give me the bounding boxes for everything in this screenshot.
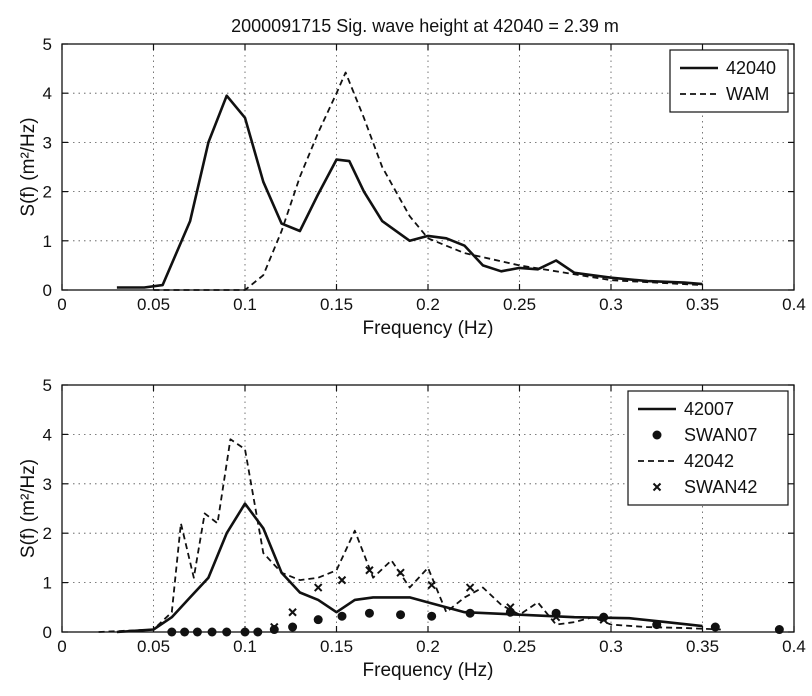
- panel-bottom: 0 0.05 0.1 0.15 0.2 0.25 0.3 0.35 0.4 0 1 2 3 4 5 Frequ…: [18, 376, 806, 681]
- data-point: [313, 583, 323, 592]
- series-42007: [116, 502, 703, 634]
- legend-label: SWAN07: [684, 425, 757, 445]
- data-point: [364, 608, 374, 618]
- x-tick-label: 0.35: [686, 637, 719, 656]
- y-tick-label: 4: [43, 425, 52, 444]
- x-tick-label: 0.15: [320, 295, 353, 314]
- series-swan07: [167, 607, 784, 637]
- legend: 42007 SWAN07 42042 SWAN42: [627, 390, 789, 506]
- y-tick-label: 5: [43, 35, 52, 54]
- legend-label: SWAN42: [684, 477, 757, 497]
- data-point: [270, 622, 279, 632]
- legend-swatch: [652, 430, 662, 440]
- y-tick-label: 5: [43, 376, 52, 395]
- data-point: [222, 627, 232, 637]
- data-point: [180, 627, 190, 637]
- data-point: [337, 611, 347, 621]
- legend-box: [669, 49, 789, 113]
- series-line: [116, 94, 703, 289]
- data-point: [288, 622, 298, 632]
- x-tick-label: 0.3: [599, 637, 623, 656]
- x-tick-label: 0.25: [503, 295, 536, 314]
- series-wam: [153, 71, 703, 291]
- x-axis-label: Frequency (Hz): [363, 660, 494, 681]
- y-tick-label: 2: [43, 183, 52, 202]
- x-axis-label: Frequency (Hz): [363, 318, 494, 339]
- x-tick-label: 0.05: [137, 637, 170, 656]
- x-tick-label: 0.05: [137, 295, 170, 314]
- legend-label: 42007: [684, 399, 734, 419]
- data-point: [599, 612, 609, 622]
- legend-label: 42040: [726, 58, 776, 78]
- y-tick-label: 0: [43, 623, 52, 642]
- data-point: [427, 611, 437, 621]
- x-tick-label: 0.15: [320, 637, 353, 656]
- y-tick-label: 1: [43, 232, 52, 251]
- data-point: [506, 603, 515, 612]
- x-tick-label: 0.35: [686, 295, 719, 314]
- panel-top: 0 0.05 0.1 0.15 0.2 0.25 0.3 0.35 0.4 0 1 2 3 4 5 Frequ…: [18, 35, 806, 339]
- series-42040: [116, 94, 703, 289]
- data-point: [465, 583, 475, 592]
- legend: 42040 WAM: [669, 49, 789, 113]
- x-tick-label: 0.4: [782, 295, 806, 314]
- y-tick-label: 3: [43, 475, 52, 494]
- data-point: [313, 615, 323, 625]
- data-point: [337, 575, 347, 585]
- series-line: [98, 438, 721, 633]
- x-tick-label: 0.2: [416, 637, 440, 656]
- series-line: [116, 502, 703, 634]
- x-tick-label: 0.25: [503, 637, 536, 656]
- x-tick-label: 0.2: [416, 295, 440, 314]
- y-tick-label: 0: [43, 281, 52, 300]
- legend-swatch: [652, 482, 662, 492]
- data-point: [253, 627, 263, 637]
- y-tick-label: 2: [43, 524, 52, 543]
- data-point: [167, 627, 177, 637]
- legend-label: 42042: [684, 451, 734, 471]
- data-point: [207, 627, 217, 637]
- y-axis-label: S(f) (m²/Hz): [18, 117, 39, 216]
- data-point: [551, 612, 561, 622]
- data-point: [269, 625, 279, 635]
- data-point: [774, 625, 784, 635]
- series-swan42: [270, 566, 608, 632]
- data-point: [396, 610, 406, 620]
- data-point: [465, 608, 475, 618]
- legend-label: WAM: [726, 84, 769, 104]
- data-point: [365, 566, 374, 575]
- x-tick-label: 0.1: [233, 637, 257, 656]
- series-42042: [98, 438, 721, 633]
- data-point: [396, 568, 405, 577]
- y-tick-label: 1: [43, 574, 52, 593]
- data-point: [240, 627, 250, 637]
- y-tick-label: 4: [43, 84, 52, 103]
- chart-title: 2000091715 Sig. wave height at 42040 = 2…: [231, 16, 619, 36]
- x-tick-label: 0.3: [599, 295, 623, 314]
- x-tick-label: 0.4: [782, 637, 806, 656]
- series-line: [153, 71, 703, 291]
- data-point: [427, 580, 436, 590]
- x-tick-label: 0: [57, 637, 66, 656]
- data-point: [288, 608, 297, 617]
- y-axis-label: S(f) (m²/Hz): [18, 459, 39, 558]
- x-tick-label: 0: [57, 295, 66, 314]
- y-tick-label: 3: [43, 133, 52, 152]
- data-point: [192, 627, 202, 637]
- data-point: [599, 615, 608, 624]
- x-tick-label: 0.1: [233, 295, 257, 314]
